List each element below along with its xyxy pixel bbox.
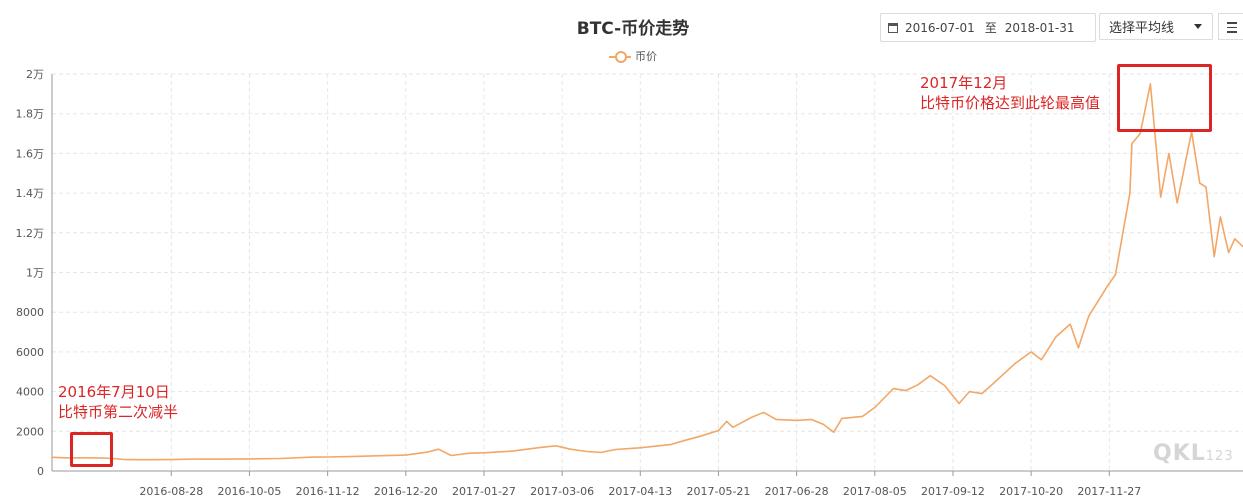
x-tick-label: 2017-06-28 xyxy=(765,485,829,498)
date-from[interactable]: 2016-07-01 xyxy=(905,20,975,35)
y-tick-label: 0 xyxy=(37,465,44,478)
y-tick-label: 1.6万 xyxy=(16,147,45,160)
x-tick-label: 2016-10-05 xyxy=(218,485,282,498)
y-tick-label: 1.4万 xyxy=(16,187,45,200)
y-tick-label: 8000 xyxy=(16,306,44,319)
peak-highlight-box xyxy=(1117,64,1212,132)
x-tick-label: 2017-11-27 xyxy=(1077,485,1141,498)
halving-annotation-date: 2016年7月10日 xyxy=(58,383,170,401)
moving-average-select[interactable]: 选择平均线 xyxy=(1099,13,1213,40)
date-to[interactable]: 2018-01-31 xyxy=(1004,20,1075,35)
x-tick-label: 2016-11-12 xyxy=(296,485,360,498)
x-tick-label: 2017-04-13 xyxy=(608,485,672,498)
y-tick-label: 2万 xyxy=(26,68,44,81)
hamburger-menu-icon-bar xyxy=(1227,31,1237,33)
halving-highlight-box xyxy=(70,432,113,467)
halving-annotation-text: 比特币第二次减半 xyxy=(58,403,179,421)
x-tick-label: 2017-09-12 xyxy=(921,485,985,498)
y-tick-label: 1.2万 xyxy=(16,227,45,240)
hamburger-menu-icon xyxy=(1227,22,1237,24)
x-tick-label: 2017-10-20 xyxy=(999,485,1063,498)
legend-label: 币价 xyxy=(635,50,657,63)
legend-marker-icon xyxy=(609,51,631,63)
chart-title: BTC-币价走势 xyxy=(576,19,690,39)
x-tick-label: 2017-08-05 xyxy=(843,485,907,498)
date-separator: 至 xyxy=(984,21,997,35)
peak-annotation-date: 2017年12月 xyxy=(920,74,1008,92)
y-tick-label: 2000 xyxy=(16,425,44,438)
x-tick-label: 2016-08-28 xyxy=(139,485,203,498)
x-tick-label: 2017-03-06 xyxy=(530,485,594,498)
peak-annotation: 2017年12月 比特币价格达到此轮最高值 xyxy=(920,73,1100,113)
peak-annotation-text: 比特币价格达到此轮最高值 xyxy=(920,94,1101,112)
chevron-down-icon xyxy=(1194,24,1202,29)
hamburger-menu-icon-bar xyxy=(1227,26,1237,28)
moving-average-select-label: 选择平均线 xyxy=(1109,21,1175,36)
price-series-line xyxy=(51,83,1243,461)
y-tick-label: 6000 xyxy=(16,346,44,359)
x-tick-label: 2016-12-20 xyxy=(374,485,438,498)
y-tick-label: 1万 xyxy=(26,267,44,280)
calendar-icon xyxy=(888,22,898,33)
date-range-picker[interactable]: 2016-07-01 至 2018-01-31 xyxy=(880,13,1096,42)
halving-annotation: 2016年7月10日 比特币第二次减半 xyxy=(58,382,178,422)
x-tick-label: 2017-05-21 xyxy=(686,485,750,498)
qkl123-watermark-logo: QKL123 xyxy=(1153,441,1234,466)
chart-menu-button[interactable] xyxy=(1218,13,1243,40)
legend[interactable]: 币价 xyxy=(609,48,657,64)
y-tick-label: 4000 xyxy=(16,386,44,399)
y-tick-label: 1.8万 xyxy=(16,108,45,121)
x-tick-label: 2017-01-27 xyxy=(452,485,516,498)
